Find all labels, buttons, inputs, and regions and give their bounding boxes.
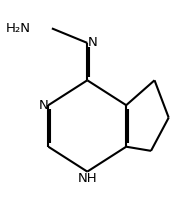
Text: N: N [39,99,48,112]
Text: NH: NH [78,172,97,185]
Text: H₂N: H₂N [6,22,31,35]
Text: N: N [87,36,97,49]
